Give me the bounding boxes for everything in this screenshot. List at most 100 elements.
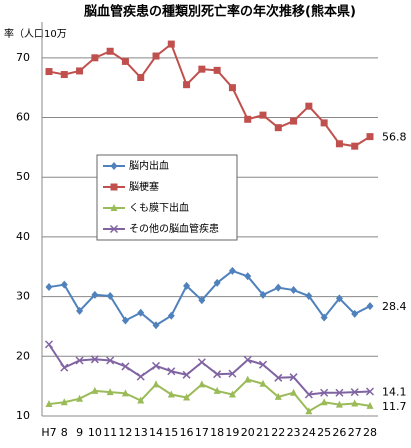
marker: [213, 386, 221, 394]
marker: [335, 400, 343, 408]
marker: [76, 394, 84, 402]
marker: [244, 272, 252, 281]
x-tick-label: 11: [103, 426, 117, 439]
marker: [183, 281, 191, 290]
x-tick-label: 10: [88, 426, 102, 439]
x-tick-label: 19: [225, 426, 239, 439]
marker: [244, 115, 252, 123]
marker: [121, 362, 130, 371]
marker: [91, 54, 99, 62]
x-tick-label: 8: [61, 426, 68, 439]
x-tick-label: 20: [241, 426, 255, 439]
marker: [121, 57, 129, 65]
marker: [213, 278, 221, 287]
marker: [121, 316, 129, 325]
marker: [90, 355, 99, 364]
marker: [290, 286, 298, 295]
marker: [274, 283, 282, 292]
x-tick-label: 25: [317, 426, 331, 439]
y-tick-label: 60: [16, 111, 30, 124]
marker: [45, 400, 53, 408]
legend-box: [96, 154, 238, 241]
x-tick-label: 9: [76, 426, 83, 439]
x-tick-label: 27: [348, 426, 362, 439]
value-label: 11.7: [382, 400, 407, 413]
chart-title: 脳血管疾患の種類別死亡率の年次推移(熊本県): [84, 4, 356, 20]
marker: [366, 302, 374, 311]
value-label: 28.4: [382, 300, 407, 313]
x-tick-label: 18: [210, 426, 224, 439]
marker: [290, 117, 298, 125]
marker: [366, 401, 374, 409]
marker: [259, 290, 267, 299]
y-axis-label: 率（人口10万: [4, 27, 67, 40]
y-tick-label: 20: [16, 349, 30, 362]
x-tick-label: 26: [332, 426, 346, 439]
marker: [198, 65, 206, 73]
marker: [110, 183, 118, 191]
marker: [228, 266, 236, 275]
marker: [197, 358, 206, 367]
marker: [274, 373, 283, 382]
marker: [258, 360, 268, 369]
value-label: 56.8: [382, 131, 407, 144]
y-tick-label: 70: [16, 51, 30, 64]
marker: [350, 388, 359, 397]
marker: [45, 283, 53, 292]
marker: [152, 52, 160, 60]
marker: [290, 388, 298, 396]
legend-label: その他の脳血管疾患: [129, 222, 219, 235]
marker: [167, 40, 175, 48]
marker: [106, 388, 114, 396]
marker: [152, 380, 160, 388]
marker: [289, 373, 298, 382]
x-tick-label: 14: [149, 426, 163, 439]
marker: [244, 375, 252, 383]
x-tick-label: 12: [118, 426, 132, 439]
marker: [351, 309, 359, 318]
y-tick-label: 10: [16, 409, 30, 422]
marker: [213, 370, 222, 379]
marker: [136, 372, 145, 381]
marker: [365, 387, 375, 396]
marker: [274, 124, 282, 132]
marker: [60, 71, 68, 79]
marker: [109, 224, 119, 234]
marker: [60, 398, 68, 406]
marker: [320, 398, 328, 406]
marker: [366, 133, 374, 141]
series-line: [48, 269, 371, 327]
marker: [213, 66, 221, 74]
marker: [106, 292, 114, 301]
marker: [335, 294, 343, 303]
value-label: 14.1: [382, 386, 407, 399]
marker: [274, 392, 282, 400]
marker: [152, 321, 160, 330]
marker: [305, 292, 313, 301]
marker: [335, 140, 343, 148]
y-tick-label: 40: [16, 230, 30, 243]
x-tick-label: 16: [180, 426, 194, 439]
marker: [76, 67, 84, 75]
marker: [228, 390, 236, 398]
x-tick-label: 24: [302, 426, 316, 439]
x-tick-label: 13: [134, 426, 148, 439]
marker: [198, 296, 206, 305]
marker: [106, 356, 115, 365]
marker: [137, 308, 145, 317]
x-tick-label: 21: [256, 426, 270, 439]
marker: [182, 370, 191, 379]
marker: [304, 390, 313, 399]
x-tick-label: 28: [363, 426, 377, 439]
marker: [351, 399, 359, 407]
marker: [91, 386, 99, 394]
marker: [305, 407, 313, 415]
marker: [44, 340, 54, 349]
marker: [335, 388, 344, 397]
marker: [243, 355, 252, 364]
marker: [137, 396, 145, 404]
marker: [76, 306, 84, 315]
x-tick-label: 22: [271, 426, 285, 439]
